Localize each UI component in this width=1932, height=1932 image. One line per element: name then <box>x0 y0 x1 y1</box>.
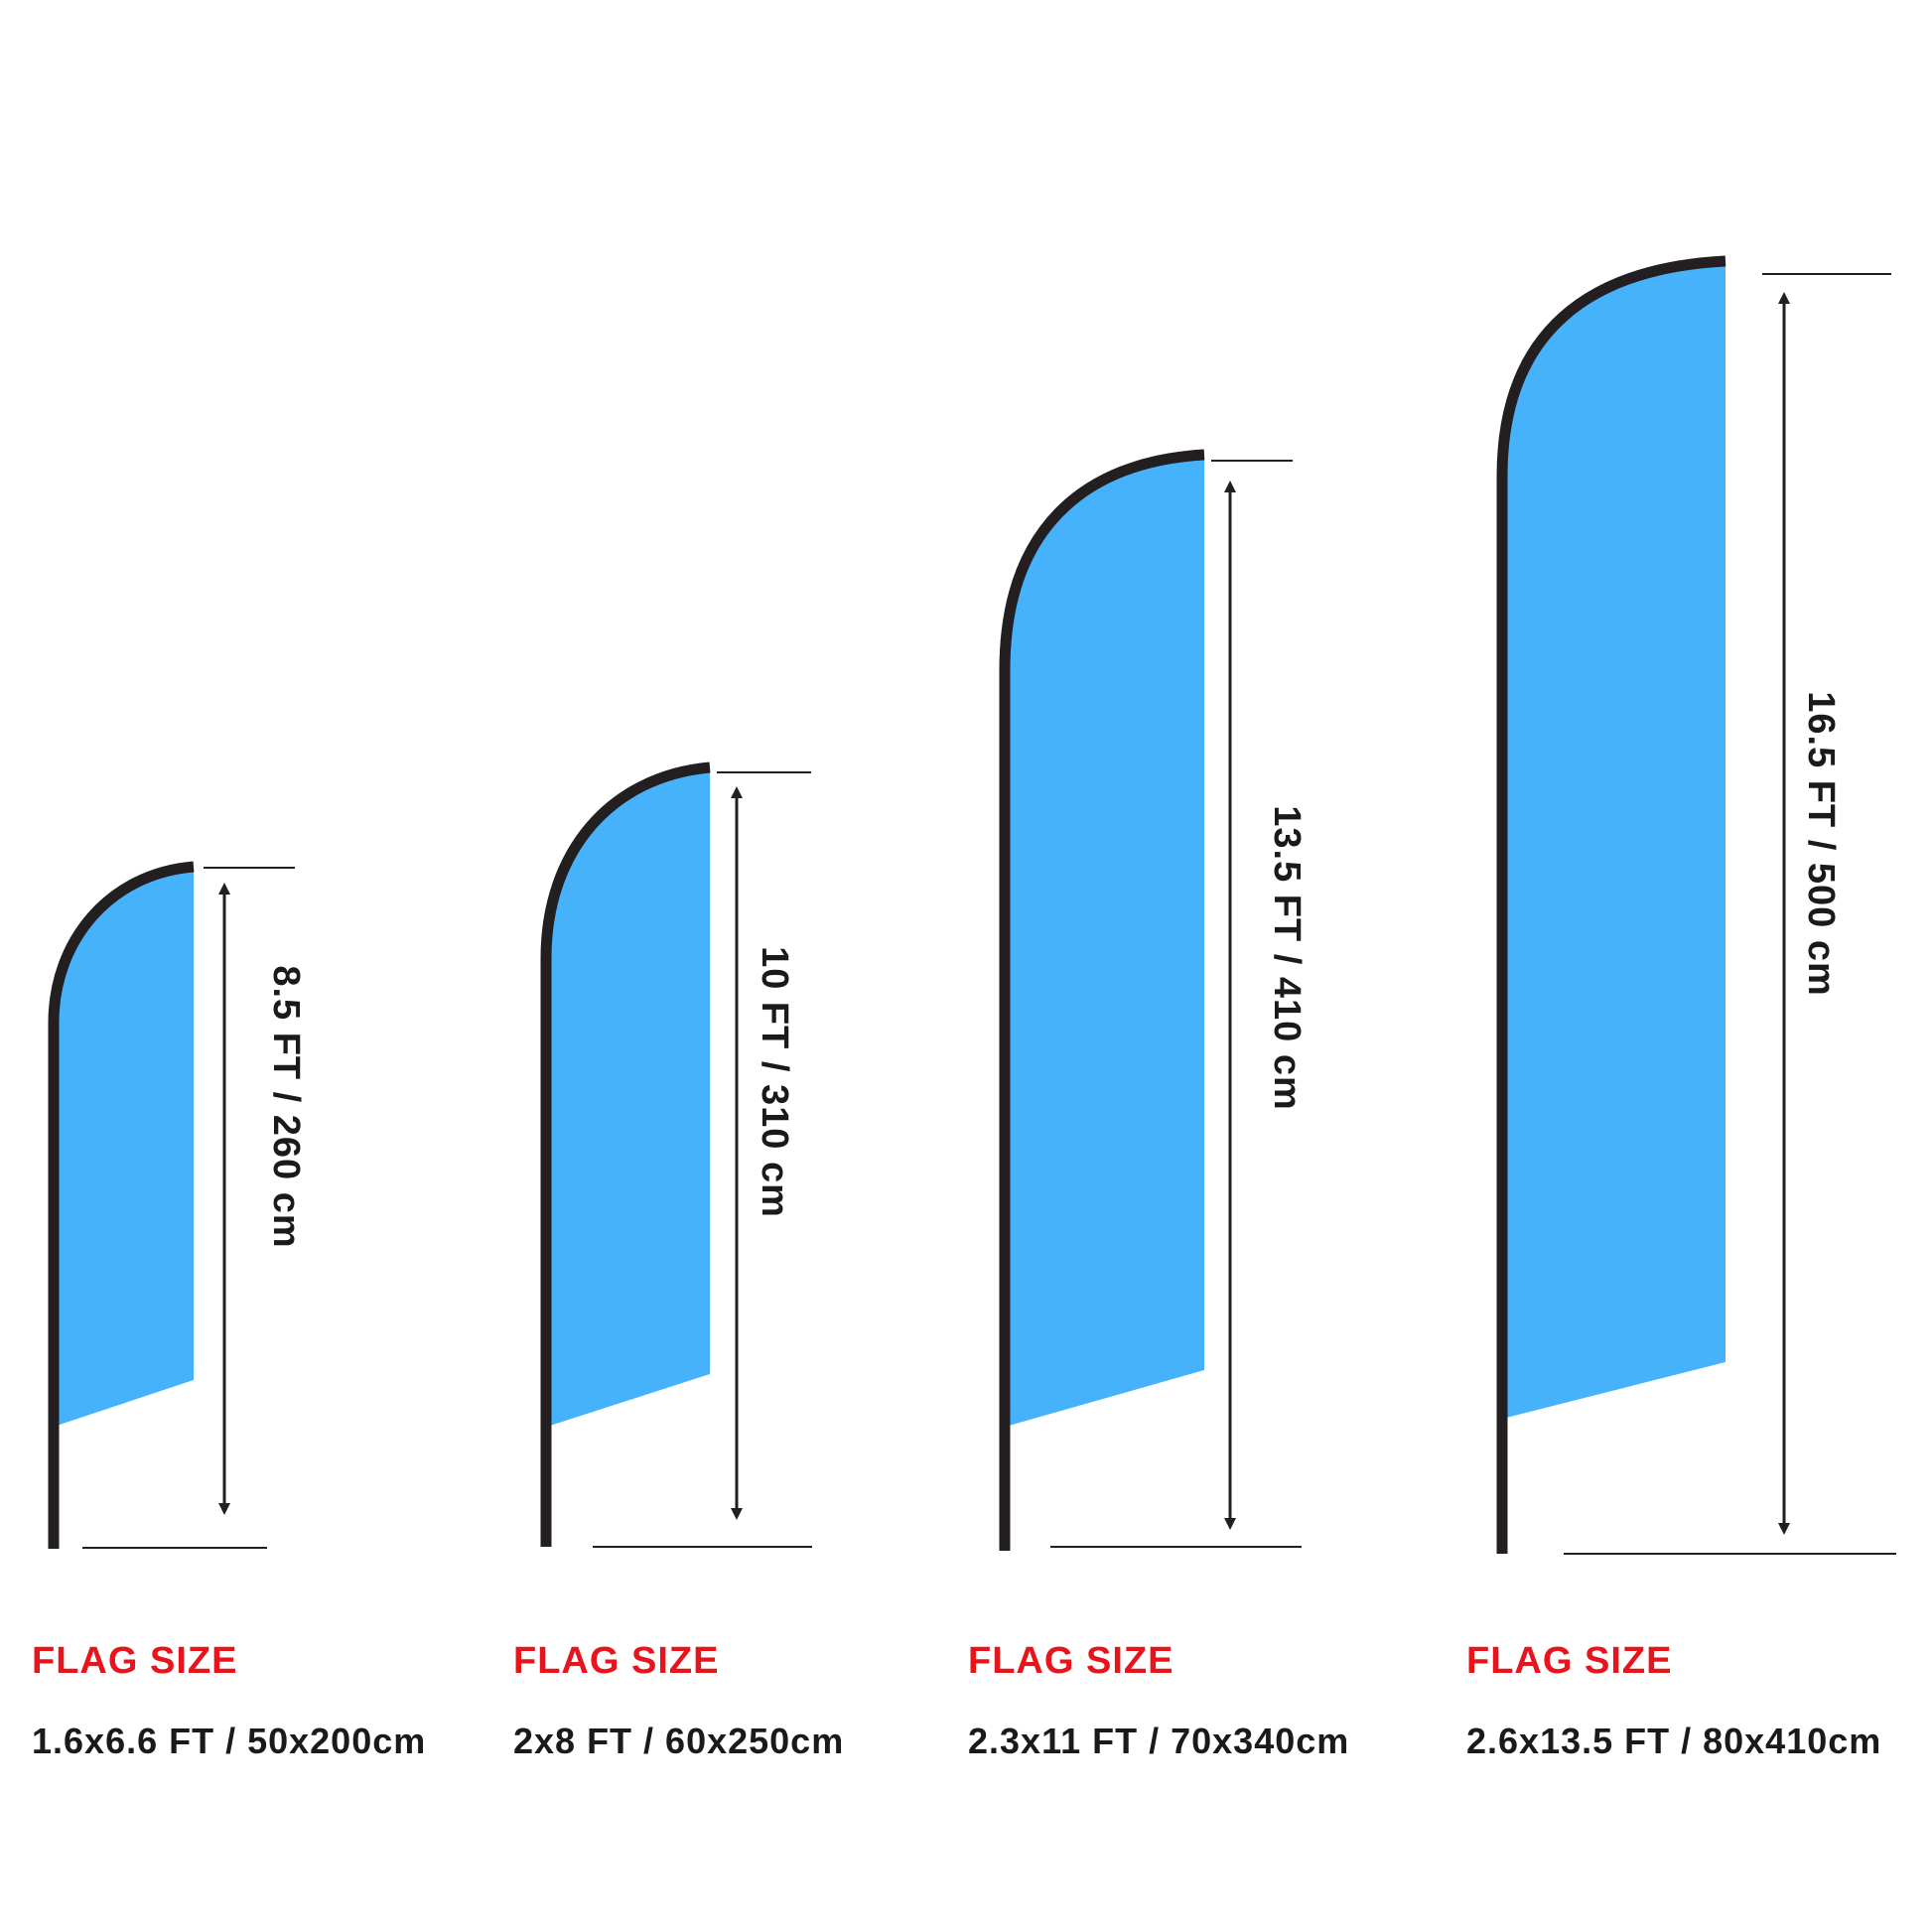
flag-4-height-label: 16.5 FT / 500 cm <box>1800 691 1842 997</box>
flag-4-pole <box>1496 255 1726 1554</box>
flag-4-size-value: 2.6x13.5 FT / 80x410cm <box>1466 1721 1882 1761</box>
flag-3: 13.5 FT / 410 cm <box>999 449 1308 1551</box>
flag-3-pole <box>999 449 1205 1551</box>
flag-4: 16.5 FT / 500 cm <box>1496 255 1896 1555</box>
flag-1-size-heading: FLAG SIZE <box>32 1640 238 1682</box>
flag-3-size-value: 2.3x11 FT / 70x340cm <box>968 1721 1350 1761</box>
flag-1: 8.5 FT / 260 cm <box>48 861 307 1549</box>
flag-2-size-heading: FLAG SIZE <box>513 1640 720 1682</box>
flag-3-size-heading: FLAG SIZE <box>968 1640 1174 1682</box>
flag-3-banner <box>1009 457 1204 1426</box>
flag-2-size-value: 2x8 FT / 60x250cm <box>513 1721 845 1761</box>
flag-3-height-label: 13.5 FT / 410 cm <box>1266 805 1308 1111</box>
flag-1-height-label: 8.5 FT / 260 cm <box>265 965 307 1248</box>
flag-4-size-heading: FLAG SIZE <box>1466 1640 1673 1682</box>
flag-1-pole <box>48 861 195 1549</box>
flag-1-banner <box>57 869 194 1426</box>
flag-2-height-label: 10 FT / 310 cm <box>754 946 795 1218</box>
flag-4-banner <box>1506 264 1725 1418</box>
flag-2: 10 FT / 310 cm <box>540 761 812 1548</box>
flag-2-banner <box>550 769 710 1426</box>
flag-2-pole <box>540 761 711 1547</box>
flag-1-size-value: 1.6x6.6 FT / 50x200cm <box>32 1721 427 1761</box>
